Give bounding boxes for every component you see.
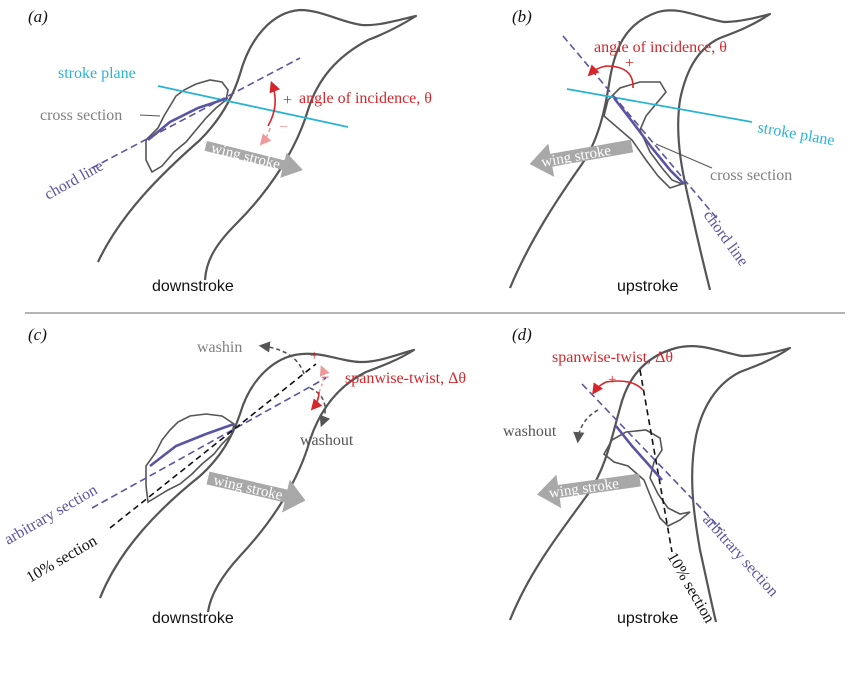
cross-section-label-b: cross section — [710, 167, 792, 184]
panel-b-letter: (b) — [512, 7, 532, 26]
chord-solid-b — [612, 97, 685, 185]
chord-line-b — [562, 35, 721, 223]
twist-label-c: spanwise-twist, Δθ — [345, 370, 466, 387]
panel-d: (d) spanwise-twist, Δθ + washout 10% sec… — [503, 325, 792, 627]
cross-section-shape-d — [602, 429, 691, 527]
chord-solid-a — [147, 96, 229, 142]
angle-arc-negative-a — [259, 127, 272, 146]
arbitrary-section-line-c — [91, 377, 327, 509]
phase-label-a: downstroke — [152, 278, 234, 295]
stroke-plane-line-a — [157, 85, 349, 128]
panel-a: (a) + − angle of incidence, θ stroke pla… — [28, 7, 432, 295]
cross-section-leader-a — [139, 114, 161, 117]
arbitrary-section-line-d — [581, 383, 723, 531]
minus-sign-a: − — [279, 119, 288, 136]
plus-sign-a: + — [283, 92, 292, 109]
stroke-plane-line-b — [566, 88, 753, 123]
phase-label-d: upstroke — [617, 610, 678, 627]
hummingbird-outline-a — [97, 8, 418, 281]
hummingbird-outline-c — [98, 348, 416, 613]
section-solid-d — [614, 425, 663, 481]
phase-label-c: downstroke — [152, 610, 234, 627]
twist-arc-negative-c — [310, 391, 323, 411]
plus-sign-d: + — [608, 372, 616, 388]
wing-stroke-arrow-d: wing stroke — [537, 473, 641, 509]
ten-pct-section-line-d — [639, 369, 673, 553]
washout-label-d: washout — [503, 423, 557, 440]
panel-c-letter: (c) — [28, 325, 47, 344]
washout-arrow-c — [309, 387, 331, 428]
washin-arrow-c — [258, 341, 305, 375]
phase-label-b: upstroke — [617, 278, 678, 295]
angle-label-b: angle of incidence, θ — [594, 39, 727, 56]
plus-sign-c: + — [310, 348, 318, 364]
panel-c: (c) washin + − spanwise-twist, Δθ washou… — [2, 325, 467, 627]
wing-stroke-label-c: wing stroke — [212, 473, 285, 505]
wing-stroke-arrow-c: wing stroke — [206, 471, 306, 513]
wing-stroke-label-b: wing stroke — [540, 143, 612, 171]
chord-line-a — [91, 57, 301, 169]
plus-sign-b: + — [625, 55, 634, 72]
cross-section-shape-a — [145, 79, 229, 174]
cross-section-label-a: cross section — [40, 107, 122, 124]
wing-stroke-label-a: wing stroke — [209, 141, 282, 174]
angle-label-a: angle of incidence, θ — [299, 90, 432, 107]
washout-arrow-d — [573, 409, 599, 444]
twist-label-d: spanwise-twist, Δθ — [552, 349, 673, 366]
twist-arc-positive-c — [318, 365, 330, 393]
cross-section-leader-b — [655, 143, 713, 169]
stroke-plane-label-b: stroke plane — [756, 119, 836, 149]
chord-line-label-b: chord line — [700, 207, 752, 269]
section-solid-c — [149, 422, 235, 468]
twist-arc-d — [592, 380, 644, 395]
washout-label-c: washout — [300, 432, 354, 449]
panel-d-letter: (d) — [512, 325, 532, 344]
stroke-plane-label-a: stroke plane — [58, 65, 136, 82]
wing-stroke-arrow-b: wing stroke — [529, 139, 634, 177]
chord-line-label-a: chord line — [42, 157, 107, 203]
wing-stroke-arrow-a: wing stroke — [204, 141, 303, 178]
panel-b: (b) + angle of incidence, θ stroke plane… — [508, 7, 836, 295]
minus-sign-c: − — [321, 370, 329, 386]
ten-pct-section-line-c — [109, 363, 317, 529]
ten-pct-section-label-c: 10% section — [24, 532, 101, 586]
washin-label-c: washin — [197, 339, 242, 356]
panel-a-letter: (a) — [28, 7, 48, 26]
cross-section-shape-b — [603, 81, 685, 189]
angle-arc-b — [587, 64, 634, 89]
arbitrary-section-label-d: arbitrary section — [699, 511, 781, 600]
angle-arc-positive-a — [267, 80, 281, 127]
cross-section-shape-c — [145, 413, 235, 504]
